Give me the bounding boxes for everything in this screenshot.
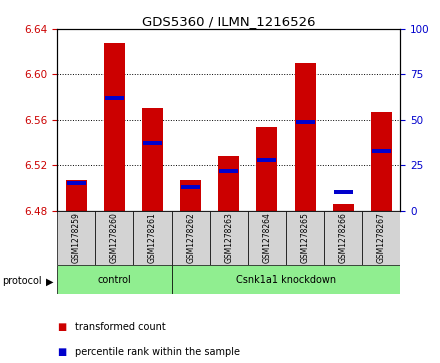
Bar bbox=[372, 149, 391, 152]
Bar bbox=[286, 211, 324, 265]
Text: control: control bbox=[98, 274, 131, 285]
Text: GSM1278267: GSM1278267 bbox=[377, 212, 386, 263]
Bar bbox=[296, 120, 315, 123]
Text: GSM1278266: GSM1278266 bbox=[339, 212, 348, 263]
Bar bbox=[105, 96, 124, 100]
Text: GSM1278263: GSM1278263 bbox=[224, 212, 233, 263]
Bar bbox=[104, 42, 125, 211]
Bar bbox=[257, 158, 276, 162]
Text: GSM1278261: GSM1278261 bbox=[148, 212, 157, 263]
Bar bbox=[181, 185, 200, 189]
Bar bbox=[257, 127, 278, 211]
Bar bbox=[142, 109, 163, 211]
Bar bbox=[180, 180, 201, 211]
Bar bbox=[371, 112, 392, 211]
Bar bbox=[172, 265, 400, 294]
Text: protocol: protocol bbox=[2, 276, 42, 286]
Text: ▶: ▶ bbox=[46, 276, 54, 286]
Bar bbox=[295, 63, 315, 211]
Bar bbox=[324, 211, 362, 265]
Text: GSM1278259: GSM1278259 bbox=[72, 212, 81, 263]
Text: ■: ■ bbox=[57, 322, 66, 332]
Bar bbox=[133, 211, 172, 265]
Text: GSM1278264: GSM1278264 bbox=[262, 212, 271, 263]
Bar bbox=[57, 211, 95, 265]
Bar bbox=[362, 211, 400, 265]
Text: percentile rank within the sample: percentile rank within the sample bbox=[75, 347, 240, 357]
Bar bbox=[210, 211, 248, 265]
Bar bbox=[57, 265, 172, 294]
Text: GSM1278265: GSM1278265 bbox=[301, 212, 310, 263]
Text: GSM1278262: GSM1278262 bbox=[186, 212, 195, 263]
Bar bbox=[95, 211, 133, 265]
Bar bbox=[248, 211, 286, 265]
Bar bbox=[333, 204, 354, 211]
Text: Csnk1a1 knockdown: Csnk1a1 knockdown bbox=[236, 274, 336, 285]
Bar bbox=[334, 191, 352, 194]
Bar bbox=[143, 142, 162, 145]
Title: GDS5360 / ILMN_1216526: GDS5360 / ILMN_1216526 bbox=[142, 15, 315, 28]
Bar bbox=[66, 180, 87, 211]
Bar bbox=[67, 182, 86, 185]
Bar bbox=[218, 156, 239, 211]
Text: ■: ■ bbox=[57, 347, 66, 357]
Bar bbox=[172, 211, 210, 265]
Text: transformed count: transformed count bbox=[75, 322, 165, 332]
Bar bbox=[220, 169, 238, 172]
Text: GSM1278260: GSM1278260 bbox=[110, 212, 119, 263]
